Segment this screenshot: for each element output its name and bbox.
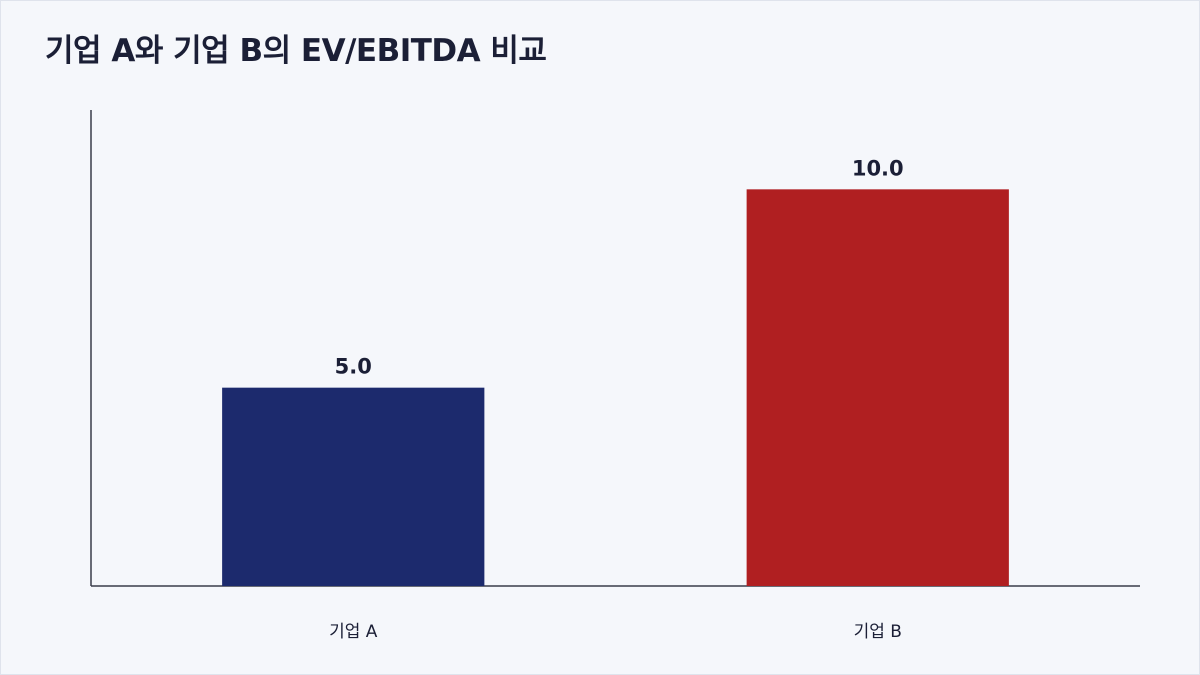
bar-1: [222, 387, 485, 586]
bar-value-label: 5.0: [335, 355, 372, 379]
chart-title: 기업 A와 기업 B의 EV/EBITDA 비교: [45, 33, 547, 69]
bar-value-label: 10.0: [852, 156, 904, 180]
bar-2: [746, 189, 1009, 587]
x-tick-label: 기업 A: [329, 622, 378, 642]
x-tick-label: 기업 B: [854, 622, 902, 642]
bars-group: 5.0 기업 A 10.0 기업 B: [222, 156, 1009, 642]
